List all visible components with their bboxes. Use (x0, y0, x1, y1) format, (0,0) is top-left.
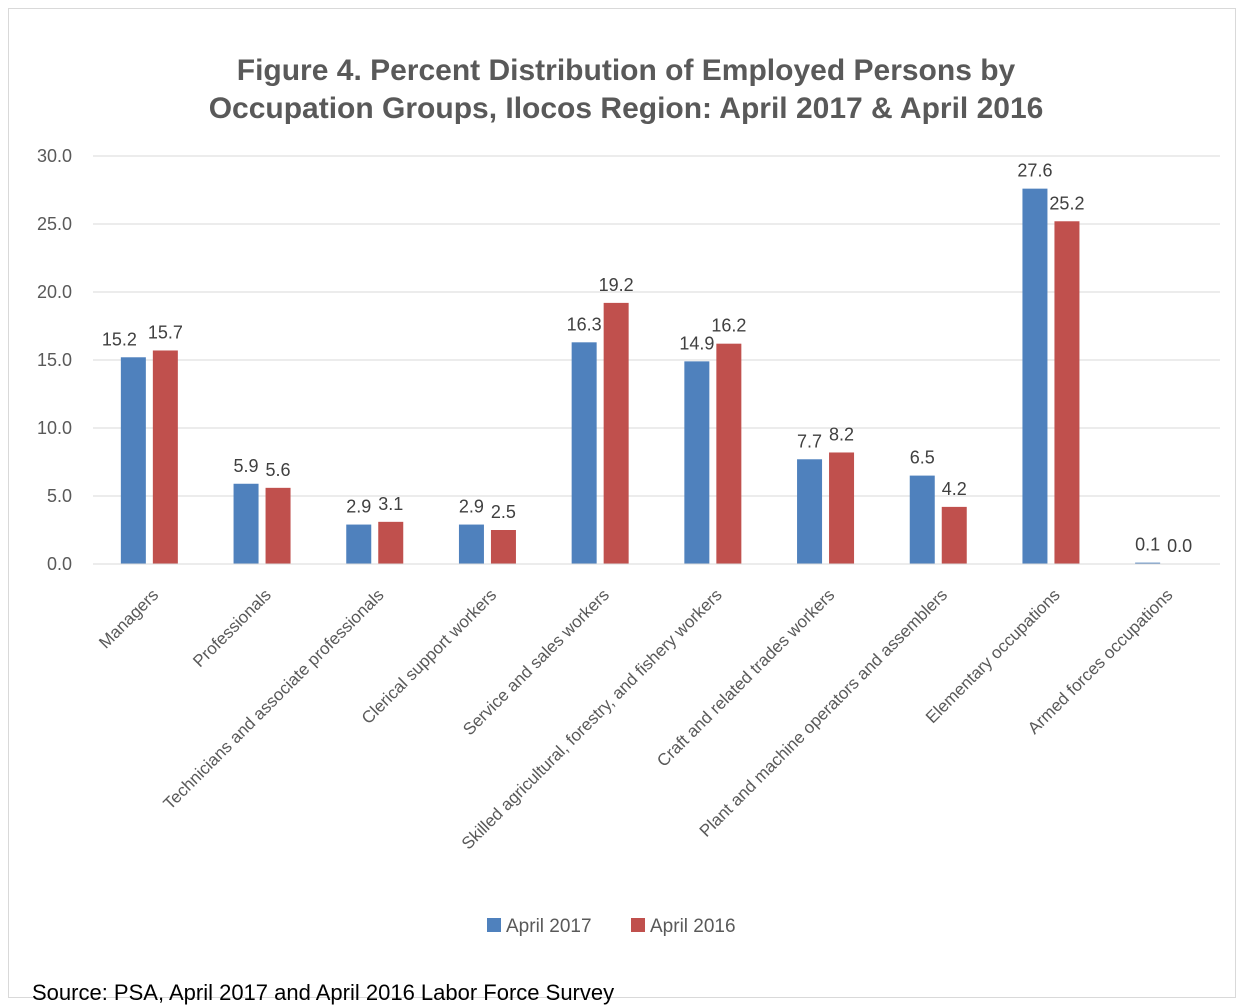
data-label: 4.2 (942, 479, 967, 499)
data-label: 16.3 (567, 314, 602, 334)
bar (120, 357, 146, 564)
bar (152, 350, 178, 564)
bar (458, 524, 484, 564)
x-category-label: Managers (95, 585, 162, 652)
data-label: 15.7 (148, 322, 183, 342)
bar (490, 530, 516, 564)
bar (941, 506, 967, 564)
x-category-label: Craft and related trades workers (653, 585, 838, 770)
data-label: 5.9 (234, 456, 259, 476)
y-tick-label: 15.0 (37, 350, 72, 370)
data-label: 25.2 (1049, 193, 1084, 213)
data-label: 3.1 (378, 494, 403, 514)
bar (603, 302, 629, 564)
data-label: 15.2 (102, 329, 137, 349)
data-label: 0.1 (1135, 535, 1160, 555)
legend-label: April 2016 (650, 916, 736, 937)
x-category-label: Technicians and associate professionals (160, 585, 388, 813)
x-category-label: Plant and machine operators and assemble… (696, 585, 951, 840)
y-tick-label: 25.0 (37, 214, 72, 234)
bar (716, 343, 742, 564)
chart-title: Figure 4. Percent Distribution of Employ… (0, 52, 1237, 128)
data-label: 27.6 (1017, 161, 1052, 181)
data-label: 5.6 (266, 460, 291, 480)
bar (265, 487, 291, 564)
y-tick-label: 20.0 (37, 282, 72, 302)
bar (684, 361, 710, 564)
y-tick-label: 30.0 (37, 146, 72, 166)
y-tick-label: 10.0 (37, 418, 72, 438)
data-label: 8.2 (829, 424, 854, 444)
bar (571, 342, 597, 564)
bar (1054, 221, 1080, 564)
bar (1022, 188, 1048, 564)
bar (378, 521, 404, 564)
x-category-label: Professionals (189, 585, 275, 671)
bar (1135, 562, 1161, 564)
bar (233, 483, 259, 564)
bar (346, 524, 372, 564)
y-tick-label: 5.0 (47, 486, 72, 506)
chart-title-line2: Occupation Groups, Ilocos Region: April … (208, 92, 1044, 125)
data-label: 19.2 (599, 275, 634, 295)
data-label: 7.7 (797, 431, 822, 451)
bar (829, 452, 855, 564)
x-category-label: Skilled agricultural, forestry, and fish… (458, 585, 726, 853)
data-label: 16.2 (711, 316, 746, 336)
legend-swatch (487, 918, 501, 932)
bar (797, 459, 823, 564)
chart-frame (8, 8, 1236, 998)
data-label: 0.0 (1167, 536, 1192, 556)
legend-label: April 2017 (506, 916, 592, 937)
data-label: 6.5 (910, 448, 935, 468)
data-label: 14.9 (679, 333, 714, 353)
data-label: 2.9 (459, 497, 484, 517)
data-label: 2.5 (491, 502, 516, 522)
legend-swatch (631, 918, 645, 932)
bar (909, 475, 935, 564)
y-tick-label: 0.0 (47, 554, 72, 574)
source-note: Source: PSA, April 2017 and April 2016 L… (32, 980, 615, 1005)
data-label: 2.9 (346, 497, 371, 517)
chart-title-line1: Figure 4. Percent Distribution of Employ… (236, 54, 1016, 87)
